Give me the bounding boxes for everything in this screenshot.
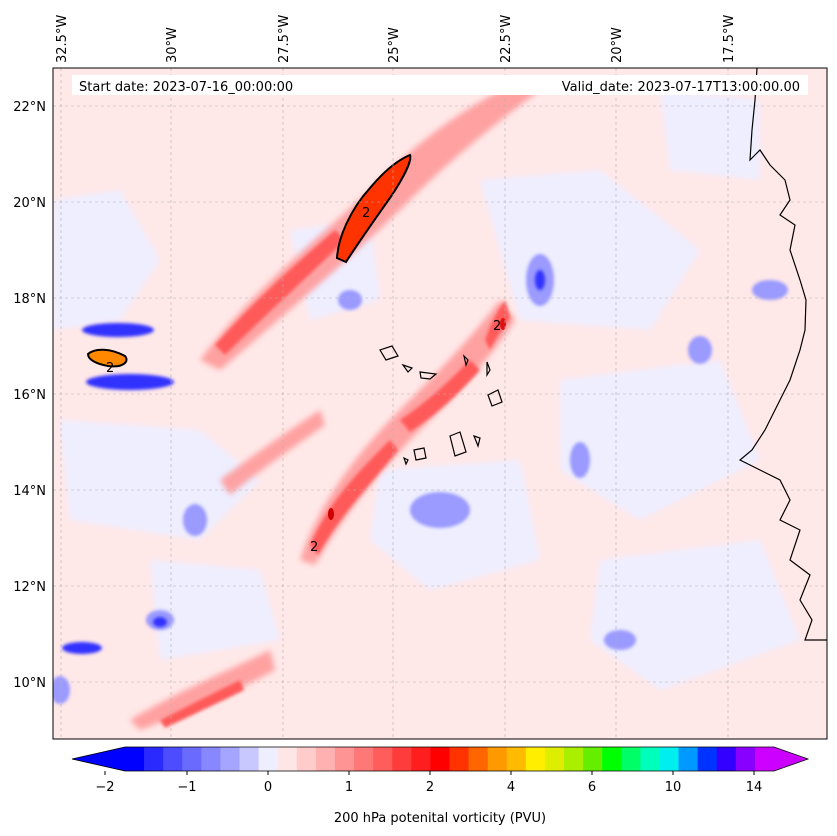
colorbar-cell [392,747,412,771]
colorbar-cell [449,747,470,771]
lon-label-27-5: 27.5°W [277,15,292,63]
lat-label-16: 16°N [13,388,46,403]
colorbar-cell [182,747,202,771]
lat-label-20: 20°N [13,196,46,211]
lat-label-10: 10°N [13,676,46,691]
cbar-tick-label: −2 [95,780,114,795]
colorbar-cell [220,747,241,771]
colorbar-cell [411,747,431,771]
strong-negative-pv [62,270,545,654]
colorbar-tick-labels: −2 −1 0 1 2 4 6 10 14 [95,780,762,795]
info-banner [72,75,808,95]
cbar-tick-label: 1 [345,780,353,795]
pv-southern-maximum [328,508,334,520]
colorbar-cell [315,747,336,771]
colorbar-cell [144,747,164,771]
cbar-tick-label: 4 [507,780,515,795]
map-frame [52,67,828,740]
contour-label-streamer: 2 [362,206,370,221]
cbar-tick-label: 0 [264,780,272,795]
colorbar-title: 200 hPa potenital vorticity (PVU) [334,811,546,826]
contour-label-south: 2 [310,540,318,555]
colorbar-cell [544,747,565,771]
cbar-tick-label: 6 [588,780,596,795]
africa-coastline [738,68,827,641]
colorbar-cell [697,747,718,771]
valid-date-label: Valid_date: 2023-07-17T13:00:00.00 [562,80,800,95]
colorbar-cell [354,747,374,771]
colorbar-cell [583,747,603,771]
pv-streamer-core [335,153,412,264]
contour-label-east: 2 [493,319,501,334]
colorbar-ticks [104,771,755,775]
colorbar-cell [621,747,641,771]
colorbar-cell [239,747,260,771]
colorbar-cell [258,747,279,771]
cape-verde-north-islands [379,345,491,380]
cbar-tick-label: 14 [746,780,763,795]
colorbar-cell [468,747,489,771]
colorbar-cell [716,747,737,771]
colorbar-cell [754,747,775,771]
pv-western-maximum [86,348,128,368]
map-panel: 2 2 2 2 [53,68,827,739]
lat-label-18: 18°N [13,292,46,307]
weak-negative-pv-field [53,90,800,690]
colorbar-high-extend [774,747,808,771]
cbar-tick-label: 10 [665,780,682,795]
pv-eastern-maximum [500,318,506,330]
colorbar-cell [334,747,355,771]
colorbar-cell [296,747,317,771]
longitude-labels: 32.5°W 30°W 27.5°W 25°W 22.5°W 20°W 17.5… [55,15,737,63]
colorbar-cell [525,747,546,771]
strong-pv-maxima: 2 2 2 2 [86,153,506,555]
lat-label-12: 12°N [13,580,46,595]
coastlines [379,68,827,641]
colorbar-cell [564,747,584,771]
colorbar-cell [373,747,393,771]
lat-label-14: 14°N [13,484,46,499]
cbar-tick-label: 2 [426,780,434,795]
colorbar-cell [430,747,450,771]
colorbar-cell [163,747,183,771]
lon-label-17-5: 17.5°W [722,15,737,63]
colorbar-low-extend [72,747,125,771]
lon-label-22-5: 22.5°W [499,15,514,63]
colorbar-cell [678,747,699,771]
colorbar-cell [487,747,508,771]
colorbar-cell [640,747,660,771]
gridlines [53,68,827,739]
colorbar-cell [506,747,527,771]
lon-label-25: 25°W [387,27,402,63]
lon-label-20: 20°W [610,27,625,63]
colorbar-cell [277,747,298,771]
lat-label-22: 22°N [13,100,46,115]
contour-label-west: 2 [106,361,114,376]
cbar-tick-label: −1 [177,780,196,795]
cape-verde-south-islands [402,389,503,466]
colorbar-cell [201,747,221,771]
colorbar-cell [602,747,622,771]
lon-label-30: 30°W [165,27,180,63]
colorbar-outline [71,746,810,772]
colorbar-cell [125,747,145,771]
lon-label-32-5: 32.5°W [55,15,70,63]
latitude-labels: 22°N 20°N 18°N 16°N 14°N 12°N 10°N [13,100,46,691]
start-date-label: Start date: 2023-07-16_00:00:00 [79,80,293,95]
moderate-pv-filaments [160,230,510,728]
colorbar-cell [659,747,680,771]
colorbar-cells [125,747,775,771]
colorbar: −2 −1 0 1 2 4 6 10 14 200 hPa potenital … [71,746,810,826]
colorbar-cell [735,747,756,771]
